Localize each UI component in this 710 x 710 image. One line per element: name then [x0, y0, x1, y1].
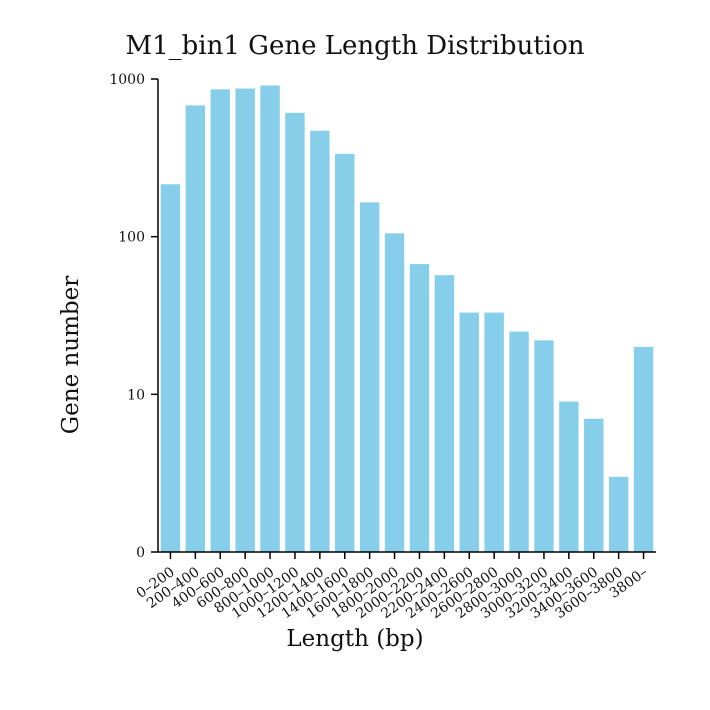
bar-7	[335, 153, 355, 552]
bar-16	[559, 401, 579, 552]
bar-8	[359, 202, 380, 552]
y-tick-label-0: 0	[136, 545, 145, 561]
bar-19	[633, 346, 654, 552]
y-tick-label-1: 10	[127, 387, 145, 403]
bar-4	[260, 85, 280, 553]
bar-1	[185, 105, 206, 552]
bar-3	[235, 88, 255, 552]
bar-10	[409, 264, 430, 552]
chart-title: M1_bin1 Gene Length Distribution	[126, 31, 585, 61]
y-tick-label-2: 100	[118, 230, 145, 246]
bar-5	[285, 112, 305, 552]
bar-12	[459, 312, 479, 552]
bar-13	[484, 312, 504, 552]
plot-area: 01010010000–200200–400400–600600–800800–…	[109, 72, 656, 622]
bar-0	[160, 184, 181, 552]
bar-11	[434, 275, 455, 552]
bar-15	[534, 340, 554, 552]
y-tick-label-3: 1000	[109, 72, 145, 88]
bar-6	[310, 130, 330, 552]
bar-17	[584, 418, 604, 552]
bar-14	[509, 331, 529, 552]
bar-9	[384, 233, 405, 552]
y-axis-label: Gene number	[58, 276, 84, 434]
x-axis-label: Length (bp)	[286, 626, 423, 652]
bar-2	[210, 89, 230, 552]
bar-18	[608, 476, 629, 552]
